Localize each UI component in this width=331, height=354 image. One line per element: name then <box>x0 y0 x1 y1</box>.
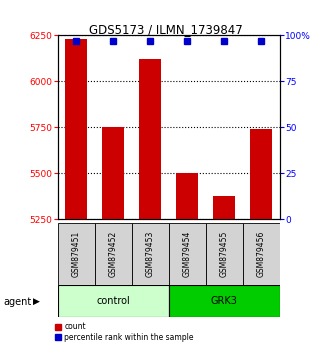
Bar <box>139 59 162 219</box>
Text: GSM879454: GSM879454 <box>183 231 192 277</box>
Bar <box>58 223 95 285</box>
Bar <box>102 127 124 219</box>
Bar <box>95 223 132 285</box>
Legend: count, percentile rank within the sample: count, percentile rank within the sample <box>55 322 194 342</box>
Bar <box>169 285 280 317</box>
Bar <box>58 285 169 317</box>
Text: GSM879455: GSM879455 <box>220 231 229 277</box>
Bar <box>213 195 235 219</box>
Text: control: control <box>97 296 130 306</box>
Text: GSM879452: GSM879452 <box>109 231 118 277</box>
Bar <box>206 223 243 285</box>
Bar <box>243 223 280 285</box>
Bar <box>250 129 272 219</box>
Text: GRK3: GRK3 <box>211 296 238 306</box>
Bar <box>65 39 87 219</box>
Text: GSM879453: GSM879453 <box>146 231 155 277</box>
Text: ▶: ▶ <box>33 297 40 306</box>
Bar <box>132 223 169 285</box>
Text: agent: agent <box>3 297 31 307</box>
Bar <box>169 223 206 285</box>
Text: GSM879451: GSM879451 <box>72 231 81 277</box>
Text: GSM879456: GSM879456 <box>257 231 266 277</box>
Text: GDS5173 / ILMN_1739847: GDS5173 / ILMN_1739847 <box>89 23 242 36</box>
Bar <box>176 173 198 219</box>
